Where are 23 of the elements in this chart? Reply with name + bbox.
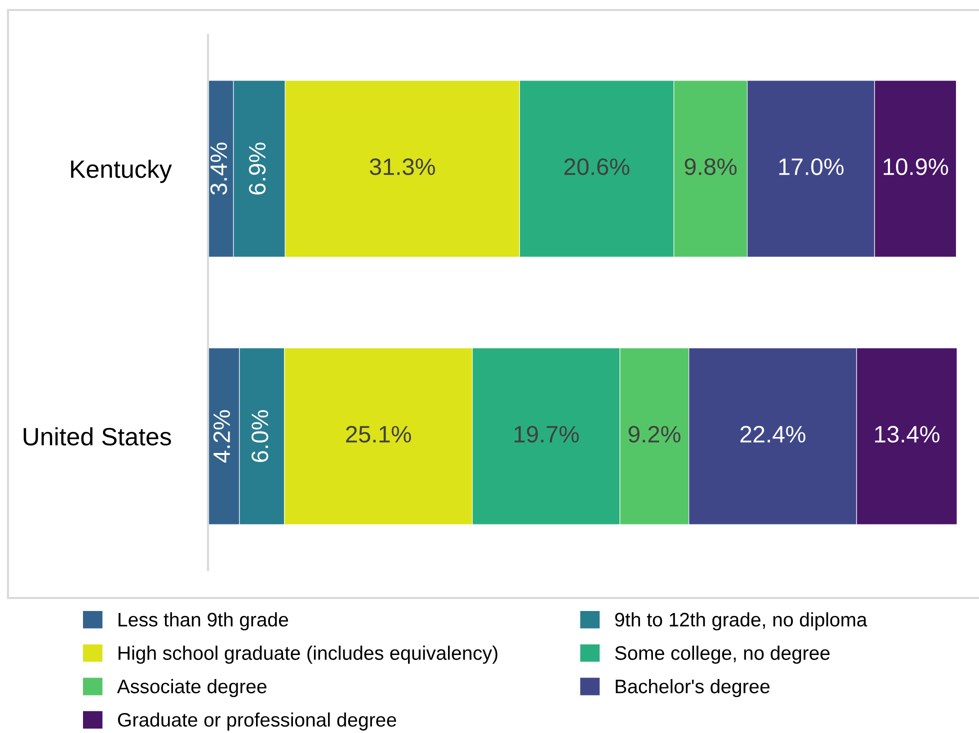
data-label: 17.0% [779, 158, 844, 176]
data-label: 20.6% [564, 158, 630, 176]
legend-label: High school graduate (includes equivalency) [118, 646, 498, 664]
data-label: 10.9% [884, 158, 948, 176]
data-label: 9.8% [684, 158, 737, 176]
legend-label: 9th to 12th grade, no diploma [615, 612, 868, 630]
data-label: 6.9% [248, 142, 266, 194]
data-label: 3.4% [210, 142, 228, 195]
data-label: 19.7% [514, 426, 579, 443]
legend-label: Graduate or professional degree [118, 712, 396, 731]
data-label: 4.2% [213, 410, 230, 463]
data-label: 31.3% [370, 158, 435, 176]
y-tick-label: Kentucky [71, 160, 172, 183]
legend-label: Some college, no degree [615, 646, 830, 664]
data-label: 9.2% [628, 426, 680, 443]
data-label: 22.4% [740, 426, 806, 442]
data-label: 6.0% [252, 410, 268, 462]
legend-label: Associate degree [117, 679, 266, 698]
legend-label: Less than 9th grade [118, 612, 288, 630]
data-label: 13.4% [875, 426, 940, 443]
legend-label: Bachelor's degree [616, 679, 770, 698]
y-tick-label: United States [24, 427, 171, 446]
data-label: 25.1% [346, 426, 412, 443]
